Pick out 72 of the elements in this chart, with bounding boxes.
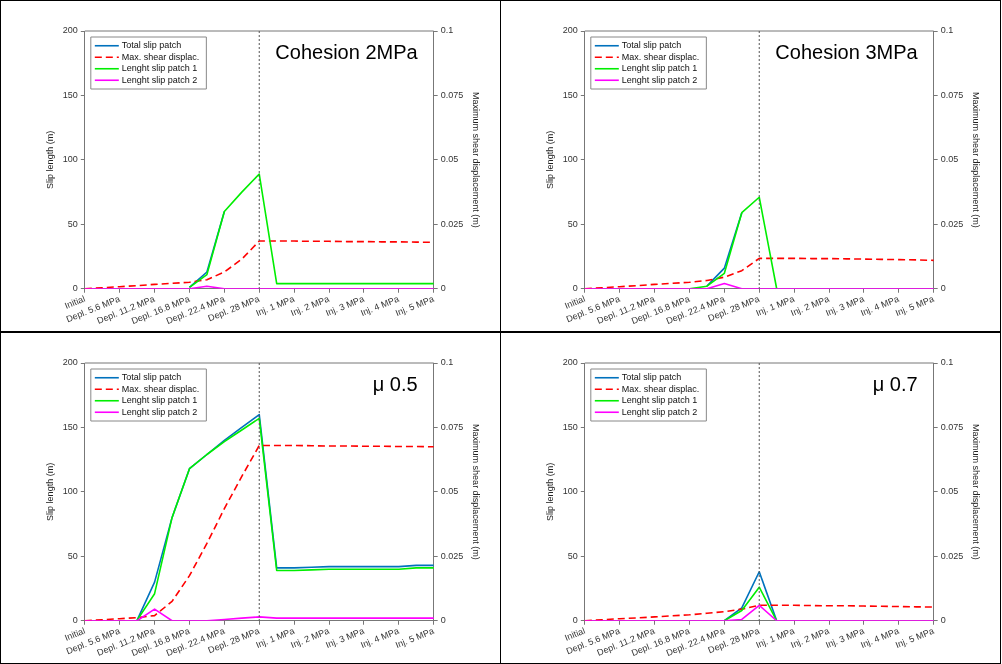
y-tick-label: 0	[572, 615, 578, 626]
legend-label: Lenght slip patch 1	[121, 395, 198, 406]
legend-label: Max. shear displac.	[621, 51, 700, 62]
y-tick-label: 100	[62, 486, 78, 497]
legend-label: Total slip patch	[121, 372, 182, 383]
y-tick-label: 150	[562, 421, 578, 432]
y2-axis-title: Maximum shear displacement (m)	[471, 92, 482, 228]
legend-label: Total slip patch	[621, 372, 682, 383]
y-tick-label: 50	[567, 218, 578, 229]
legend-label: Lenght slip patch 1	[621, 395, 698, 406]
y-tick-label: 150	[62, 421, 78, 432]
x-tick-label: Initial	[63, 625, 87, 643]
y2-axis-title: Maximum shear displacement (m)	[471, 424, 482, 560]
legend-label: Total slip patch	[121, 40, 182, 51]
y2-tick-label: 0.1	[440, 357, 454, 368]
legend-label: Max. shear displac.	[621, 383, 700, 394]
y-axis-title: Slip length (m)	[544, 462, 555, 521]
annotation: Cohesion 2MPa	[275, 40, 419, 63]
annotation: Cohesion 3MPa	[775, 40, 919, 63]
legend-label: Lenght slip patch 2	[621, 406, 698, 417]
annotation: μ 0.5	[372, 372, 418, 395]
y-axis-title: Slip length (m)	[544, 130, 555, 189]
y-tick-label: 200	[562, 25, 578, 36]
annotation: μ 0.7	[872, 372, 918, 395]
y2-tick-label: 0	[440, 283, 446, 294]
y2-tick-label: 0.075	[440, 89, 464, 100]
y2-tick-label: 0.05	[440, 154, 459, 165]
y-tick-label: 50	[567, 550, 578, 561]
y-tick-label: 50	[67, 218, 78, 229]
x-tick-label: Initial	[563, 625, 587, 643]
y-tick-label: 150	[562, 89, 578, 100]
y-tick-label: 200	[62, 357, 78, 368]
y-tick-label: 0	[72, 283, 78, 294]
y2-axis-title: Maximum shear displacement (m)	[971, 92, 982, 228]
legend-label: Lenght slip patch 2	[121, 406, 198, 417]
legend-label: Total slip patch	[621, 40, 682, 51]
y2-tick-label: 0.1	[440, 25, 454, 36]
legend-label: Lenght slip patch 2	[621, 74, 698, 85]
y-tick-label: 0	[572, 283, 578, 294]
y2-axis-title: Maximum shear displacement (m)	[971, 424, 982, 560]
y-tick-label: 200	[62, 25, 78, 36]
y-tick-label: 100	[562, 154, 578, 165]
y-axis-title: Slip length (m)	[44, 130, 55, 189]
y2-tick-label: 0.025	[940, 550, 964, 561]
y2-tick-label: 0.075	[940, 421, 964, 432]
y-tick-label: 50	[67, 550, 78, 561]
y-tick-label: 0	[72, 615, 78, 626]
y-tick-label: 100	[562, 486, 578, 497]
y2-tick-label: 0.05	[440, 486, 459, 497]
y2-tick-label: 0.05	[940, 154, 959, 165]
legend-label: Max. shear displac.	[121, 383, 200, 394]
y-tick-label: 150	[62, 89, 78, 100]
y2-tick-label: 0.1	[940, 357, 954, 368]
y-tick-label: 200	[562, 357, 578, 368]
legend-label: Lenght slip patch 1	[621, 63, 698, 74]
y2-tick-label: 0.025	[440, 218, 464, 229]
y2-tick-label: 0	[440, 615, 446, 626]
y2-tick-label: 0.05	[940, 486, 959, 497]
legend-label: Lenght slip patch 2	[121, 74, 198, 85]
y2-tick-label: 0.075	[940, 89, 964, 100]
y2-tick-label: 0	[940, 283, 946, 294]
y-axis-title: Slip length (m)	[44, 462, 55, 521]
y2-tick-label: 0.025	[440, 550, 464, 561]
x-tick-label: Initial	[63, 293, 87, 311]
y2-tick-label: 0	[940, 615, 946, 626]
y2-tick-label: 0.075	[440, 421, 464, 432]
y2-tick-label: 0.1	[940, 25, 954, 36]
x-tick-label: Initial	[563, 293, 587, 311]
legend-label: Max. shear displac.	[121, 51, 200, 62]
y-tick-label: 100	[62, 154, 78, 165]
legend-label: Lenght slip patch 1	[121, 63, 198, 74]
y2-tick-label: 0.025	[940, 218, 964, 229]
